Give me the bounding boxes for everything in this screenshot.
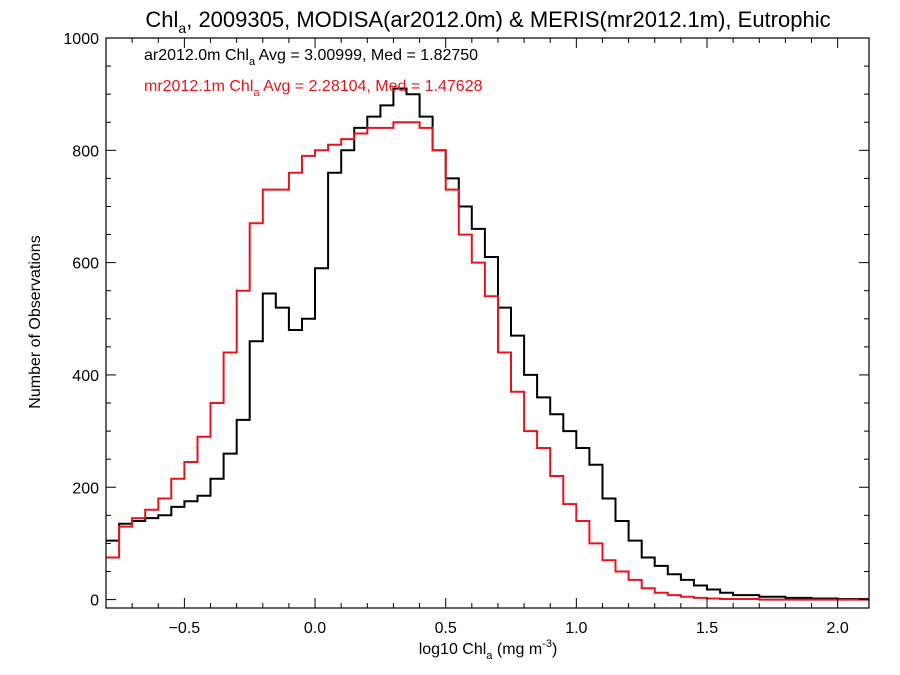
x-tick-label: −0.5 [169,620,201,637]
series-layer [106,87,869,601]
y-tick-label: 400 [72,368,99,385]
y-tick-label: 1000 [63,31,99,48]
x-tick-label: 0.5 [435,620,457,637]
annotation-modisa-stats: ar2012.0m Chla Avg = 3.00999, Med = 1.82… [144,47,478,68]
annotation-meris-stats: mr2012.1m Chla Avg = 2.28104, Med = 1.47… [144,78,483,99]
x-tick-label: 1.0 [565,620,587,637]
series-line-modisa [106,87,869,600]
x-axis-label: log10 Chla (mg m-3) [419,638,558,662]
tick-layer: −0.5 0.0 0.5 1.0 1.5 2.0 0 200 400 600 800 1000 [63,31,869,637]
y-tick-label: 0 [90,593,99,610]
plot-frame [105,37,870,609]
y-axis-label: Number of Observations [27,235,44,408]
x-tick-label: 2.0 [827,620,849,637]
x-tick-label: 1.5 [696,620,718,637]
y-tick-label: 200 [72,480,99,497]
x-tick-label: 0.0 [304,620,326,637]
y-tick-label: 800 [72,143,99,160]
chart-title: Chla, 2009305, MODISA(ar2012.0m) & MERIS… [145,7,830,36]
y-tick-label: 600 [72,256,99,273]
series-line-meris [106,121,869,601]
